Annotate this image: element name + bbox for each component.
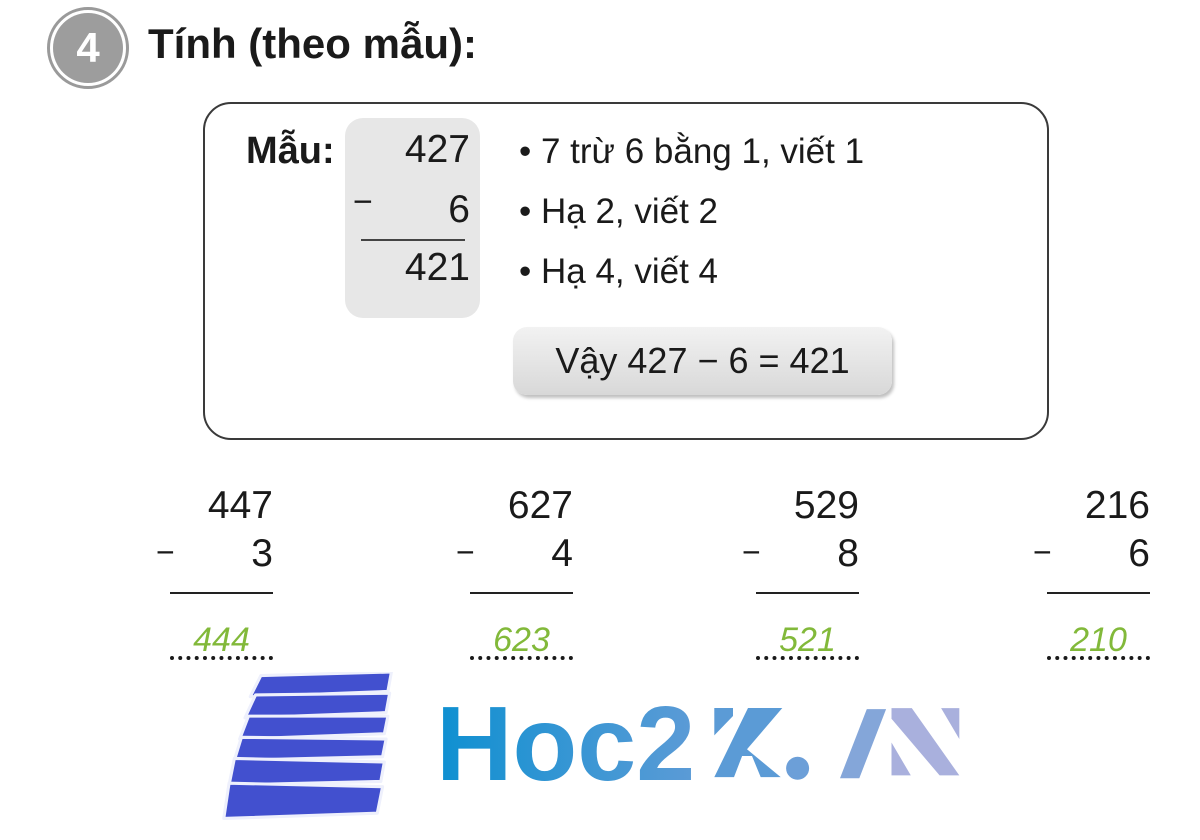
svg-text:Hoc2: Hoc2 [436,700,695,803]
